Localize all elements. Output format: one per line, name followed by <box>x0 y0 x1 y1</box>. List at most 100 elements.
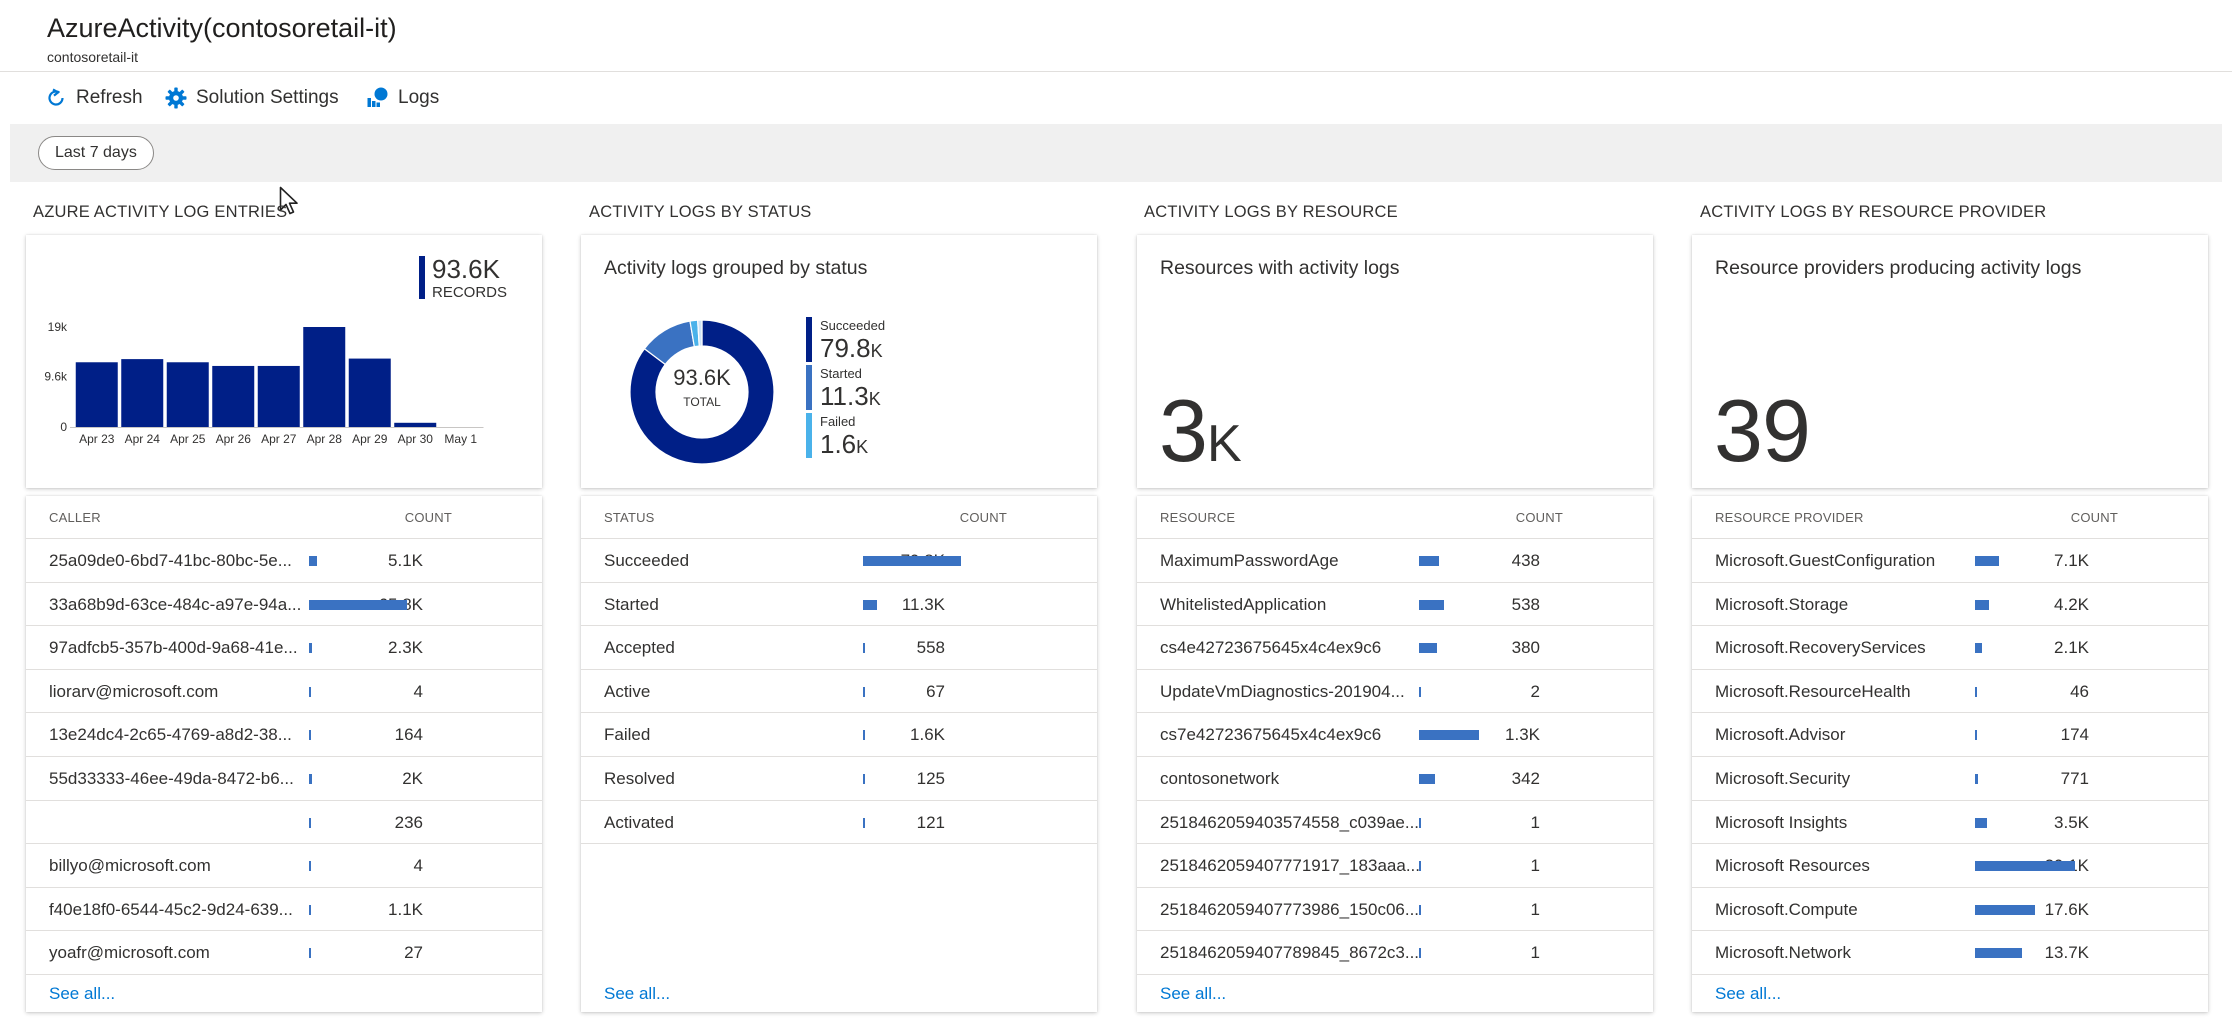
table-row[interactable]: Started 11.3K <box>581 583 1097 627</box>
row-count: 164 <box>394 725 423 745</box>
column-header-count[interactable]: COUNT <box>1515 510 1563 525</box>
chart-bar[interactable] <box>394 422 437 427</box>
column-header-name[interactable]: RESOURCE <box>1160 510 1236 525</box>
chart-bar[interactable] <box>75 362 118 427</box>
row-count-bar <box>863 643 865 654</box>
see-all-link[interactable]: See all... <box>1715 984 1782 1003</box>
section-title-by-provider: ACTIVITY LOGS BY RESOURCE PROVIDER <box>1700 203 2047 221</box>
table-row[interactable]: liorarv@microsoft.com 4 <box>26 670 542 714</box>
column-header-count[interactable]: COUNT <box>404 510 452 525</box>
refresh-button[interactable]: Refresh <box>44 84 143 112</box>
table-row[interactable]: cs4e42723675645x4c4ex9c6 380 <box>1137 626 1653 670</box>
see-all-link[interactable]: See all... <box>604 984 671 1003</box>
row-count: 2K <box>402 769 423 788</box>
row-name: Microsoft.Security <box>1715 769 1851 788</box>
solution-settings-button[interactable]: Solution Settings <box>164 84 339 112</box>
see-all-link[interactable]: See all... <box>49 984 116 1003</box>
table-row[interactable]: Resolved 125 <box>581 757 1097 801</box>
provider-count-tile[interactable]: Resource providers producing activity lo… <box>1692 235 2208 488</box>
table-row[interactable]: Microsoft.Security 771 <box>1692 757 2208 801</box>
row-name: 2518462059407789845_8672c3... <box>1160 943 1420 963</box>
table-row[interactable]: 97adfcb5-357b-400d-9a68-41e... 2.3K <box>26 626 542 670</box>
chart-bar[interactable] <box>303 327 346 427</box>
table-row[interactable]: Microsoft.RecoveryServices 2.1K <box>1692 626 2208 670</box>
table-row[interactable]: Microsoft.Advisor 174 <box>1692 713 2208 757</box>
row-count-bar <box>1975 643 1983 654</box>
time-range-filter[interactable]: Last 7 days <box>38 136 154 170</box>
table-row[interactable]: WhitelistedApplication 538 <box>1137 583 1653 627</box>
table-row[interactable]: 13e24dc4-2c65-4769-a8d2-38... 164 <box>26 713 542 757</box>
section-title-by-status: ACTIVITY LOGS BY STATUS <box>589 203 812 221</box>
table-row[interactable]: Microsoft.Compute 17.6K <box>1692 888 2208 932</box>
table-row[interactable]: Microsoft Resources29.1K <box>1692 844 2208 888</box>
log-entries-chart-tile[interactable]: 93.6K RECORDS 19k 9.6k 0 Apr 23 Apr 24 Apr 25… <box>26 235 542 488</box>
table-row[interactable]: MaximumPasswordAge 438 <box>1137 539 1653 583</box>
x-tick-label: Apr 30 <box>398 432 434 446</box>
column-header-count[interactable]: COUNT <box>2070 510 2118 525</box>
row-count-bar <box>309 686 311 697</box>
table-row[interactable]: yoafr@microsoft.com 27 <box>26 931 542 975</box>
header-divider <box>1692 538 2208 539</box>
table-row[interactable]: 2518462059407773986_150c06... 1 <box>1137 888 1653 932</box>
table-row[interactable]: billyo@microsoft.com 4 <box>26 844 542 888</box>
caller-table: CALLER COUNT 25a09de0-6bd7-41bc-80bc-5e...… <box>26 496 542 1012</box>
table-row[interactable]: Microsoft.GuestConfiguration 7.1K <box>1692 539 2208 583</box>
row-count-bar <box>1975 730 1977 741</box>
table-row[interactable]: Active 67 <box>581 670 1097 714</box>
row-count-bar <box>863 599 877 610</box>
table-row[interactable]: Microsoft Insights 3.5K <box>1692 801 2208 845</box>
section-title-log-entries: AZURE ACTIVITY LOG ENTRIES <box>33 203 288 221</box>
table-row[interactable]: Microsoft.Network 13.7K <box>1692 931 2208 975</box>
table-row[interactable]: 55d33333-46ee-49da-8472-b6... 2K <box>26 757 542 801</box>
chart-bar[interactable] <box>166 362 209 427</box>
row-count-bar <box>309 948 311 959</box>
table-row[interactable]: Failed 1.6K <box>581 713 1097 757</box>
column-header-count[interactable]: COUNT <box>959 510 1007 525</box>
table-row[interactable]: contosonetwork 342 <box>1137 757 1653 801</box>
donut-slice-other[interactable] <box>697 319 703 347</box>
row-count-bar <box>309 556 317 566</box>
table-row[interactable]: Microsoft.ResourceHealth 46 <box>1692 670 2208 714</box>
row-count: 13.7K <box>2044 943 2089 963</box>
column-header-name[interactable]: RESOURCE PROVIDER <box>1715 510 1864 525</box>
row-count: 4 <box>413 856 423 876</box>
logs-button[interactable]: Logs <box>366 84 439 112</box>
resource-count-tile[interactable]: Resources with activity logs 3K <box>1137 235 1653 488</box>
row-count-bar <box>1419 643 1437 654</box>
table-row[interactable]: 236 <box>26 801 542 845</box>
legend-label-succeeded: Succeeded <box>820 318 886 333</box>
row-count: 1.6K <box>910 725 945 745</box>
x-tick-label: Apr 25 <box>170 432 206 446</box>
table-row[interactable]: 2518462059407771917_183aaa... 1 <box>1137 844 1653 888</box>
donut-total-label: TOTAL <box>683 395 721 409</box>
table-row[interactable]: Microsoft.Storage 4.2K <box>1692 583 2208 627</box>
legend-num-failed: 1.6 <box>820 429 857 459</box>
see-all-link[interactable]: See all... <box>1160 984 1227 1003</box>
row-count: 438 <box>1511 551 1540 570</box>
row-name: f40e18f0-6544-45c2-9d24-639... <box>49 899 293 919</box>
column-header-name[interactable]: STATUS <box>604 510 655 525</box>
row-name: 97adfcb5-357b-400d-9a68-41e... <box>49 638 298 658</box>
table-row[interactable]: Accepted 558 <box>581 626 1097 670</box>
row-count: 27 <box>404 943 423 963</box>
column-header-name[interactable]: CALLER <box>49 510 101 525</box>
row-count: 1 <box>1530 899 1540 919</box>
table-row[interactable]: 33a68b9d-63ce-484c-a97e-94a...65.8K <box>26 583 542 627</box>
row-count-bar <box>863 686 865 697</box>
chart-bar[interactable] <box>348 358 391 427</box>
table-row[interactable]: cs7e42723675645x4c4ex9c6 1.3K <box>1137 713 1653 757</box>
table-row[interactable]: f40e18f0-6544-45c2-9d24-639... 1.1K <box>26 888 542 932</box>
chart-bar[interactable] <box>212 365 255 427</box>
table-row[interactable]: 2518462059407789845_8672c3... 1 <box>1137 931 1653 975</box>
table-row[interactable]: Activated 121 <box>581 801 1097 845</box>
table-row[interactable]: 2518462059403574558_c039ae... 1 <box>1137 801 1653 845</box>
chart-bar[interactable] <box>257 365 300 427</box>
donut-slice-succeeded[interactable] <box>629 319 775 465</box>
table-row[interactable]: UpdateVmDiagnostics-201904... 2 <box>1137 670 1653 714</box>
row-count: 380 <box>1511 638 1540 658</box>
row-count: 174 <box>2060 725 2089 745</box>
chart-bar[interactable] <box>121 359 164 427</box>
table-row[interactable]: 25a09de0-6bd7-41bc-80bc-5e... 5.1K <box>26 539 542 583</box>
status-donut-tile[interactable]: Activity logs grouped by status 93.6K TO… <box>581 235 1097 488</box>
